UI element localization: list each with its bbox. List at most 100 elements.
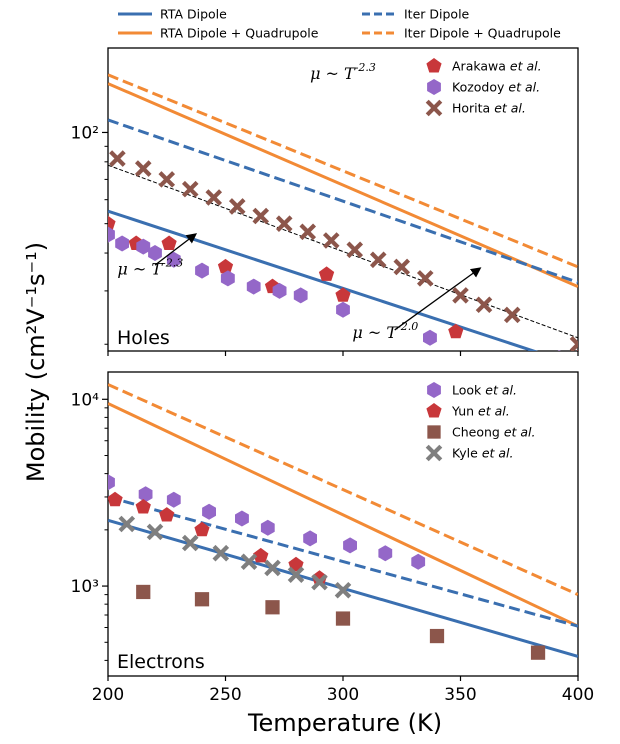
holes-legend-marker-1 xyxy=(426,58,442,73)
electrons-point-1-4 xyxy=(202,503,216,520)
holes-point-3-9 xyxy=(299,223,317,241)
holes-point-3-10 xyxy=(322,232,340,249)
holes-point-1-3 xyxy=(161,235,177,250)
electrons-point-4-6 xyxy=(264,559,281,577)
electrons-point-4-9 xyxy=(334,581,352,599)
legend-label-1: RTA Dipole xyxy=(160,7,227,22)
holes-series-line-2 xyxy=(108,82,578,288)
holes-annotation-2: μ ~ T-2.3 xyxy=(117,256,183,278)
holes-panel-label: Holes xyxy=(117,327,170,349)
electrons-point-4-1 xyxy=(118,515,136,533)
electrons-point-4-4 xyxy=(212,544,230,562)
y-axis-label: Mobility (cm²V⁻¹s⁻¹) xyxy=(22,242,50,482)
holes-point-3-1 xyxy=(109,150,126,167)
x-axis-label: Temperature (K) xyxy=(247,709,442,737)
electrons-legend: Look et al. Yun et al. Cheong et al. Kyle e… xyxy=(425,382,536,462)
electrons-point-1-2 xyxy=(138,486,153,503)
holes-legend-label-2: Kozodoy et al. xyxy=(452,80,540,95)
electrons-point-2-1 xyxy=(108,491,123,507)
holes-point-2-3 xyxy=(136,238,151,255)
electrons-series-line-4 xyxy=(108,383,578,596)
electrons-point-2-2 xyxy=(135,499,151,514)
electrons-point-1-3 xyxy=(166,491,181,508)
holes-annotation-3: μ ~ T-2.0 xyxy=(352,320,418,342)
holes-point-3-6 xyxy=(228,198,246,215)
holes-point-3-8 xyxy=(275,215,293,232)
holes-point-2-9 xyxy=(272,282,287,299)
holes-point-3-18 xyxy=(569,335,578,351)
holes-y-tick-label-1: 10² xyxy=(71,123,99,143)
holes-point-3-17 xyxy=(503,306,521,324)
electrons-point-3-4 xyxy=(335,611,351,626)
holes-point-2-6 xyxy=(195,262,209,279)
holes-point-3-11 xyxy=(346,241,364,259)
holes-point-3-14 xyxy=(416,270,434,287)
electrons-x-tick-label-2: 250 xyxy=(209,685,241,705)
holes-series-line-3 xyxy=(108,118,578,284)
holes-annotation-arrow-2 xyxy=(394,267,482,331)
holes-annotation-arrow-1 xyxy=(154,233,198,266)
holes-point-2-2 xyxy=(115,235,129,252)
holes-point-3-16 xyxy=(475,296,493,314)
electrons-point-1-8 xyxy=(343,537,357,554)
holes-point-3-2 xyxy=(134,160,152,177)
electrons-x-tick-label-5: 400 xyxy=(562,685,594,705)
electrons-point-2-3 xyxy=(159,507,175,522)
holes-point-2-13 xyxy=(557,350,561,351)
top-legend: RTA Dipole RTA Dipole + Quadrupole Iter Di… xyxy=(118,7,561,41)
holes-point-3-3 xyxy=(158,171,176,188)
electrons-point-3-2 xyxy=(194,592,210,607)
holes-point-3-4 xyxy=(181,180,199,198)
electrons-x-tick-label-1: 200 xyxy=(92,685,124,705)
electrons-point-2-5 xyxy=(253,547,269,563)
holes-point-1-7 xyxy=(335,287,351,302)
electrons-point-1-6 xyxy=(260,519,275,536)
legend-label-3: Iter Dipole xyxy=(404,7,470,22)
electrons-y-tick-label-2: 10⁴ xyxy=(71,390,100,410)
legend-label-2: RTA Dipole + Quadrupole xyxy=(160,26,319,41)
electrons-x-tick-label-3: 300 xyxy=(327,685,359,705)
electrons-legend-label-3: Cheong et al. xyxy=(452,425,536,440)
electrons-point-3-6 xyxy=(530,645,546,660)
holes-point-3-13 xyxy=(393,258,411,276)
holes-point-1-4 xyxy=(217,258,234,274)
holes-guide-line-1 xyxy=(108,164,578,339)
holes-legend-label-3: Horita et al. xyxy=(452,101,526,116)
electrons-point-2-4 xyxy=(194,521,210,537)
holes-annotation-1: μ ~ T-2.3 xyxy=(310,61,376,83)
holes-series-line-4 xyxy=(108,73,578,269)
electrons-x-tick-label-4: 350 xyxy=(444,685,476,705)
electrons-y-tick-label-1: 10³ xyxy=(71,577,99,597)
holes-point-2-7 xyxy=(220,270,235,287)
holes-point-2-1 xyxy=(108,226,115,243)
holes-point-1-8 xyxy=(448,323,464,339)
holes-point-3-12 xyxy=(369,251,387,269)
electrons-legend-marker-4 xyxy=(425,444,443,462)
electrons-point-1-5 xyxy=(235,510,249,527)
electrons-point-4-5 xyxy=(240,553,258,571)
electrons-point-3-1 xyxy=(136,584,151,600)
holes-point-1-9 xyxy=(576,350,578,351)
holes-legend: Arakawa et al. Kozodoy et al. Horita et al… xyxy=(425,58,542,117)
electrons-legend-label-2: Yun et al. xyxy=(451,404,510,419)
holes-panel: μ ~ T-2.3 μ ~ T-2.3 μ ~ T-2.0 10² Arakawa … xyxy=(71,47,579,356)
holes-point-2-8 xyxy=(246,278,261,295)
electrons-point-1-1 xyxy=(108,474,115,491)
holes-point-2-10 xyxy=(293,287,308,304)
electrons-panel-label: Electrons xyxy=(117,651,205,673)
electrons-point-1-10 xyxy=(411,553,426,570)
electrons-legend-label-1: Look et al. xyxy=(452,383,517,398)
electrons-legend-marker-1 xyxy=(427,382,441,398)
holes-legend-label-1: Arakawa et al. xyxy=(452,59,542,74)
electrons-point-1-7 xyxy=(303,530,317,547)
holes-legend-marker-3 xyxy=(425,99,443,117)
electrons-panel: 200 250 300 350 400 10³ 10⁴ Look et al. Yun et … xyxy=(71,371,594,705)
electrons-series-line-2 xyxy=(108,402,578,628)
holes-legend-marker-2 xyxy=(427,79,441,95)
electrons-series-line-3 xyxy=(108,495,578,628)
holes-point-2-4 xyxy=(148,245,162,261)
electrons-point-4-3 xyxy=(181,534,199,552)
electrons-legend-label-4: Kyle et al. xyxy=(452,446,514,461)
electrons-point-4-2 xyxy=(146,523,164,541)
